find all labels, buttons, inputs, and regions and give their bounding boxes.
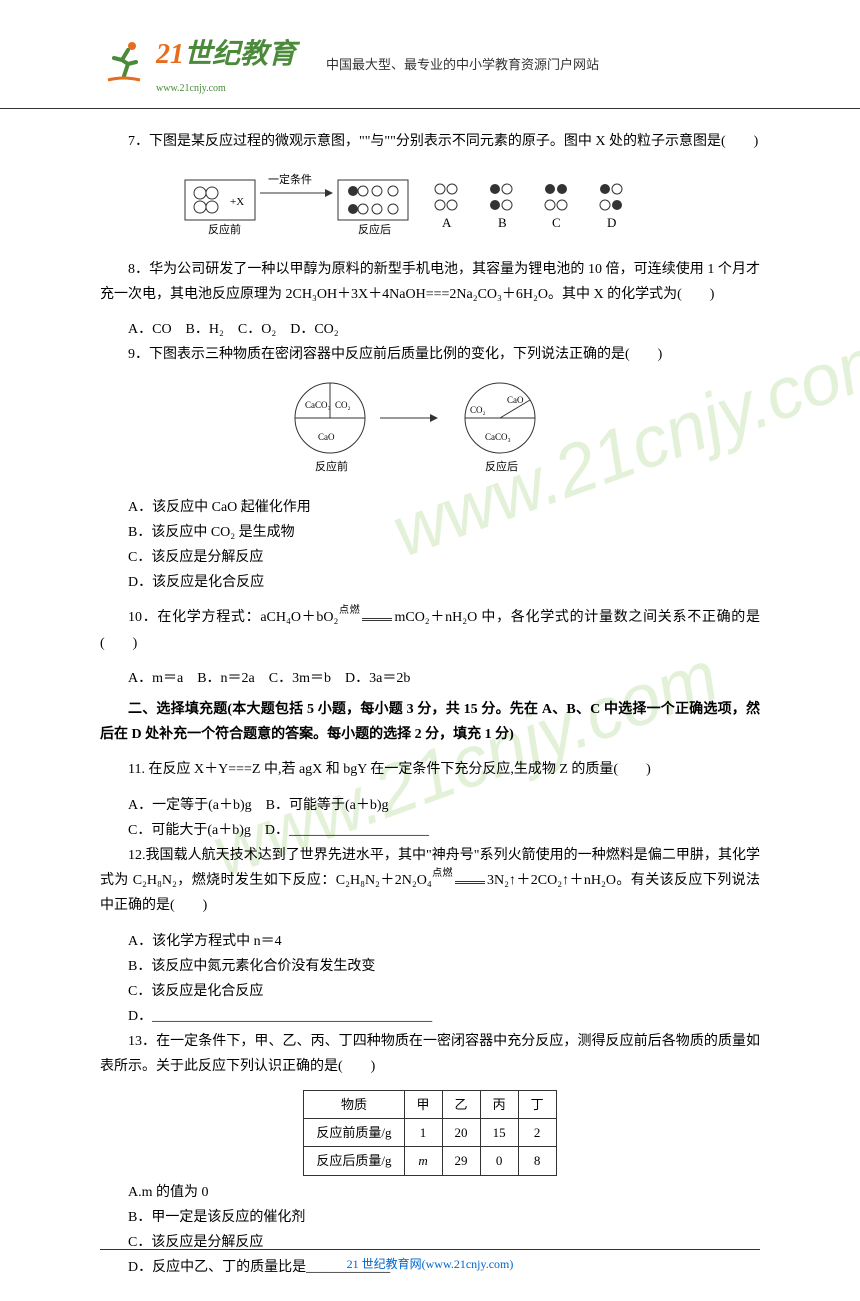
q13-table: 物质 甲 乙 丙 丁 反应前质量/g 1 20 15 2 反应后质量/g m 2… [303,1090,556,1176]
q10-cond: 点燃 [338,605,360,616]
r2c2: 29 [442,1147,480,1175]
q13-opt-a: A.m 的值为 0 [100,1180,760,1205]
logo-text: 21世纪教育 www.21cnjy.com [156,30,296,98]
r2c3: 0 [480,1147,518,1175]
question-9: 9．下图表示三种物质在密闭容器中反应前后质量比例的变化，下列说法正确的是( ) [100,342,760,367]
q7-diagram: +X 反应前 一定条件 反应后 A [100,165,760,249]
q11-text: 11. 在反应 X＋Y===Z 中,若 agX 和 bgY 在一定条件下充分反应… [128,762,651,777]
q10-options: A．m＝a B．n＝2a C．3m＝b D．3a＝2b [100,666,760,691]
q9-opt-a: A．该反应中 CaO 起催化作用 [100,495,760,520]
q7-text: 7．下图是某反应过程的微观示意图，""与""分别表示不同元素的原子。图中 X 处… [128,134,758,149]
svg-text:一定条件: 一定条件 [268,172,312,186]
q12-opt-a: A．该化学方程式中 n＝4 [100,929,760,954]
th-d: 丁 [518,1090,556,1118]
svg-text:CaO: CaO [318,432,335,442]
q11-opt-a: A．一定等于(a＋b)g B．可能等于(a＋b)g [100,793,760,818]
q9-opt-b: B．该反应中 CO₂ 是生成物 [100,520,760,545]
svg-text:CaCO₃: CaCO₃ [485,432,511,442]
svg-text:D: D [607,215,616,230]
page-header: 21世纪教育 www.21cnjy.com 中国最大型、最专业的中小学教育资源门… [0,0,860,109]
logo: 21世纪教育 www.21cnjy.com [100,30,296,98]
svg-text:反应前: 反应前 [315,459,348,473]
th-b: 乙 [442,1090,480,1118]
q10-eqn: aCH₄O＋bO₂ [260,610,338,625]
q8-text: 8．华为公司研发了一种以甲醇为原料的新型手机电池，其容量为锂电池的 10 倍，可… [100,262,760,302]
question-12: 12.我国载人航天技术达到了世界先进水平，其中"神舟号"系列火箭使用的一种燃料是… [100,843,760,919]
q8-options: A．CO B．H₂ C．O₂ D．CO₂ [100,317,760,342]
question-7: 7．下图是某反应过程的微观示意图，""与""分别表示不同元素的原子。图中 X 处… [100,129,760,154]
q9-diagram: CaCO₃ CO₂ CaO 反应前 CaO CO₂ CaCO₃ 反应后 [100,378,760,487]
q12-cond: 点燃 [432,868,453,879]
th-substance: 物质 [304,1090,404,1118]
svg-text:反应后: 反应后 [485,459,518,473]
svg-text:反应前: 反应前 [208,222,241,236]
svg-text:+X: +X [230,196,244,208]
svg-text:CO₂: CO₂ [470,405,486,415]
svg-text:反应后: 反应后 [358,222,391,236]
section-2-title: 二、选择填充题(本大题包括 5 小题，每小题 3 分，共 15 分。先在 A、B… [100,697,760,747]
svg-text:B: B [498,215,507,230]
header-tagline: 中国最大型、最专业的中小学教育资源门户网站 [326,53,599,76]
main-content: 7．下图是某反应过程的微观示意图，""与""分别表示不同元素的原子。图中 X 处… [0,129,860,1300]
question-11: 11. 在反应 X＋Y===Z 中,若 agX 和 bgY 在一定条件下充分反应… [100,757,760,782]
svg-text:CaO: CaO [507,395,524,405]
th-a: 甲 [404,1090,442,1118]
q9-opt-d: D．该反应是化合反应 [100,570,760,595]
question-13: 13．在一定条件下，甲、乙、丙、丁四种物质在一密闭容器中充分反应，测得反应前后各… [100,1029,760,1079]
q13-opt-b: B．甲一定是该反应的催化剂 [100,1205,760,1230]
r1c3: 15 [480,1119,518,1147]
q12-opt-b: B．该反应中氮元素化合价没有发生改变 [100,954,760,979]
q9-text: 9．下图表示三种物质在密闭容器中反应前后质量比例的变化，下列说法正确的是( ) [128,347,662,362]
svg-text:CaCO₃: CaCO₃ [305,400,331,410]
th-c: 丙 [480,1090,518,1118]
logo-text-rest: 世纪教育 [184,39,296,70]
question-8: 8．华为公司研发了一种以甲醇为原料的新型手机电池，其容量为锂电池的 10 倍，可… [100,257,760,307]
r1c4: 2 [518,1119,556,1147]
logo-url: www.21cnjy.com [156,80,296,98]
svg-text:CO₂: CO₂ [335,400,351,410]
q12-opt-c: C．该反应是化合反应 [100,979,760,1004]
r1c2: 20 [442,1119,480,1147]
logo-runner-icon [100,36,148,93]
q11-opt-c: C．可能大于(a＋b)g D．____________________ [100,818,760,843]
svg-text:C: C [552,215,561,230]
r1c0: 反应前质量/g [304,1119,404,1147]
svg-text:A: A [442,215,452,230]
r1c1: 1 [404,1119,442,1147]
q9-opt-c: C．该反应是分解反应 [100,545,760,570]
logo-21: 21 [156,39,184,70]
r2c1: m [404,1147,442,1175]
footer-text: 21 世纪教育网(www.21cnjy.com) [347,1257,514,1271]
q12-opt-d: D．______________________________________… [100,1004,760,1029]
q10-prefix: 10．在化学方程式： [128,610,260,625]
q13-text: 13．在一定条件下，甲、乙、丙、丁四种物质在一密闭容器中充分反应，测得反应前后各… [100,1034,760,1074]
r2c4: 8 [518,1147,556,1175]
r2c0: 反应后质量/g [304,1147,404,1175]
question-10: 10．在化学方程式：aCH₄O＋bO₂点燃mCO₂＋nH₂O 中，各化学式的计量… [100,605,760,655]
page-footer: 21 世纪教育网(www.21cnjy.com) [100,1249,760,1276]
